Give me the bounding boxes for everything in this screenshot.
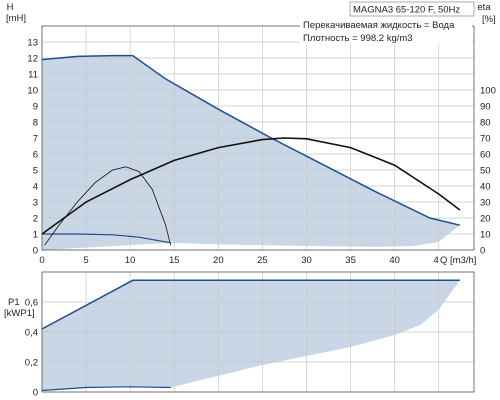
x-label-bg <box>438 253 474 265</box>
y-tick-label-left: 12 <box>27 54 38 65</box>
y-tick-label-right: 60 <box>480 150 491 161</box>
y-tick-label-right: 70 <box>480 134 491 145</box>
x-tick-label: 0 <box>39 255 44 266</box>
x-tick-label: 35 <box>345 255 356 266</box>
y-axis-unit-left: [mH] <box>6 13 26 24</box>
power-axis-label: P1 <box>8 297 20 308</box>
power-y-tick-label: 0 <box>33 388 38 399</box>
bottom-fill-layer <box>42 280 460 391</box>
y-tick-label-right: 90 <box>480 102 491 113</box>
y-tick-label-left: 0 <box>33 246 38 257</box>
y-tick-label-left: 3 <box>33 198 38 209</box>
top-curves <box>41 54 461 246</box>
x-tick-label: 10 <box>125 255 136 266</box>
plot-frame <box>41 25 475 251</box>
min-power-curve <box>41 386 171 392</box>
y-tick-label-left: 9 <box>33 102 38 113</box>
efficiency-curve-max <box>41 137 461 235</box>
annotation-fluid: Перекачиваемая жидкость = Вода <box>303 20 455 31</box>
y-tick-label-right: 20 <box>480 214 491 225</box>
y-tick-label-right: 100 <box>480 86 496 97</box>
y-axis-unit-right: [%] <box>482 14 496 25</box>
x-axis-label: Q [m3/h] <box>440 255 476 266</box>
y-axis-label-right: eta <box>477 2 491 13</box>
plot-frame <box>41 271 475 393</box>
x-tick-label: 40 <box>389 255 400 266</box>
x-tick-label: 30 <box>301 255 312 266</box>
y-tick-label-left: 7 <box>33 134 38 145</box>
y-tick-label-left: 13 <box>27 38 38 49</box>
y-tick-label-right: 40 <box>480 182 491 193</box>
efficiency-curve-min <box>44 166 172 246</box>
power-range-area <box>42 280 460 391</box>
power-y-tick-label: 0,4 <box>25 328 38 339</box>
annotation-bg <box>300 18 472 44</box>
y-tick-label-right: 50 <box>480 166 491 177</box>
y-tick-label-left: 8 <box>33 118 38 129</box>
x-tick-label: 15 <box>169 255 180 266</box>
y-tick-label-left: 5 <box>33 166 38 177</box>
power-y-tick-label: 0,2 <box>25 358 38 369</box>
y-tick-label-right: 10 <box>480 230 491 241</box>
y-tick-label-right: 0 <box>480 246 485 257</box>
bottom-grid <box>41 271 475 393</box>
title-box <box>349 1 475 17</box>
min-head-curve <box>42 233 171 244</box>
top-grid <box>41 25 475 251</box>
max-power-curve <box>41 279 460 330</box>
x-tick-label: 25 <box>257 255 268 266</box>
y-tick-label-right: 80 <box>480 118 491 129</box>
y-axis-label-left: H <box>7 2 14 13</box>
chart-title: MAGNA3 65-120 F, 50Hz <box>353 5 460 16</box>
top-fill-layer <box>42 55 460 250</box>
max-head-curve <box>41 54 461 226</box>
y-tick-label-left: 10 <box>27 86 38 97</box>
y-tick-label-left: 4 <box>33 182 38 193</box>
y-tick-label-left: 1 <box>33 230 38 241</box>
x-tick-label: 20 <box>213 255 224 266</box>
x-tick-label: 5 <box>83 255 88 266</box>
chart-text: 0123456789101112130102030405060708090100… <box>4 1 496 399</box>
y-tick-label-left: 6 <box>33 150 38 161</box>
y-tick-label-right: 30 <box>480 198 491 209</box>
y-tick-label-left: 2 <box>33 214 38 225</box>
bottom-curves <box>41 279 460 392</box>
y-tick-label-left: 11 <box>28 70 38 81</box>
operating-range-area <box>42 55 460 250</box>
power-axis-unit: [kWP1] <box>4 308 35 319</box>
annotation-density: Плотность = 998.2 kg/m3 <box>303 33 413 44</box>
power-y-tick-label: 0,6 <box>25 298 38 309</box>
